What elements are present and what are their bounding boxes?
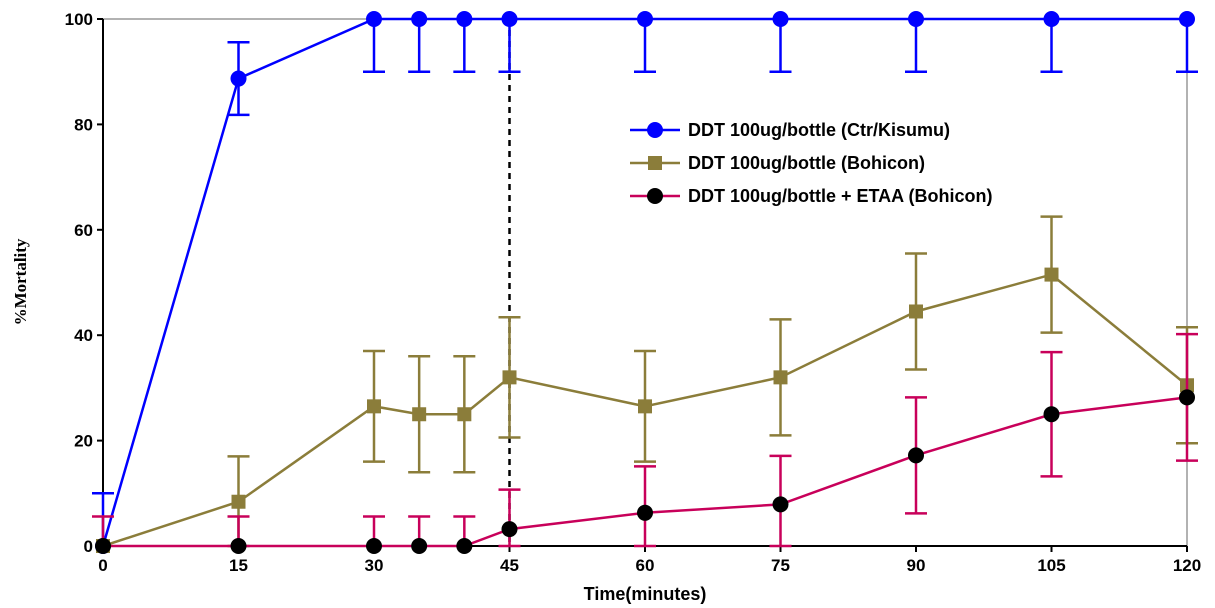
legend: DDT 100ug/bottle (Ctr/Kisumu) DDT 100ug/b… — [630, 120, 993, 206]
data-point-circle — [501, 11, 518, 27]
legend-item: DDT 100ug/bottle (Bohicon) — [630, 153, 925, 173]
y-axis-title: %Mortality — [11, 238, 30, 325]
data-point-circle — [637, 504, 653, 521]
y-tick-label: 80 — [74, 115, 93, 134]
data-point-square — [638, 399, 652, 414]
data-point-circle — [230, 538, 247, 554]
data-point-circle — [1179, 389, 1195, 406]
axes: 0 20 40 60 80 100 0 15 30 45 60 75 90 105 120 — [65, 10, 1202, 575]
x-tick-label: 0 — [98, 556, 107, 575]
data-point-square — [773, 370, 788, 385]
data-point-circle — [908, 447, 924, 464]
legend-marker — [647, 122, 663, 138]
data-point-circle — [1179, 11, 1195, 27]
legend-label: DDT 100ug/bottle (Ctr/Kisumu) — [688, 120, 950, 140]
x-axis-title: Time(minutes) — [584, 584, 707, 604]
data-point-circle — [230, 70, 247, 87]
series-2 — [96, 215, 1198, 553]
legend-marker — [647, 188, 663, 204]
data-point-circle — [95, 538, 111, 554]
data-point-circle — [1043, 406, 1060, 423]
y-tick-label: 20 — [74, 432, 93, 451]
series-layer — [92, 11, 1198, 554]
y-tick-label: 40 — [74, 326, 93, 345]
data-point-square — [909, 304, 923, 319]
x-tick-label: 30 — [365, 556, 384, 575]
x-tick-label: 90 — [907, 556, 926, 575]
legend-marker — [648, 156, 662, 170]
data-point-square — [457, 407, 472, 422]
data-point-circle — [411, 538, 428, 554]
data-point-circle — [908, 11, 924, 27]
x-tick-label: 120 — [1173, 556, 1201, 575]
data-point-circle — [366, 538, 382, 554]
series-1 — [92, 11, 1198, 554]
data-point-circle — [637, 11, 653, 27]
data-point-circle — [1043, 11, 1060, 27]
y-tick-label: 100 — [65, 10, 93, 29]
x-tick-label: 60 — [636, 556, 655, 575]
x-tick-label: 15 — [229, 556, 248, 575]
data-point-circle — [501, 521, 518, 538]
data-point-square — [502, 370, 517, 385]
legend-label: DDT 100ug/bottle + ETAA (Bohicon) — [688, 186, 993, 206]
y-tick-label: 60 — [74, 221, 93, 240]
data-point-circle — [772, 11, 789, 27]
y-tick-label: 0 — [84, 537, 93, 556]
x-tick-label: 45 — [500, 556, 519, 575]
legend-item: DDT 100ug/bottle + ETAA (Bohicon) — [630, 186, 993, 206]
x-tick-label: 75 — [771, 556, 790, 575]
series-3 — [92, 332, 1198, 554]
data-point-circle — [411, 11, 428, 27]
data-point-square — [367, 399, 381, 414]
data-point-circle — [772, 496, 789, 513]
legend-item: DDT 100ug/bottle (Ctr/Kisumu) — [630, 120, 950, 140]
data-point-circle — [366, 11, 382, 27]
data-point-square — [412, 407, 427, 422]
data-point-square — [231, 494, 246, 509]
legend-label: DDT 100ug/bottle (Bohicon) — [688, 153, 925, 173]
data-point-circle — [456, 538, 473, 554]
data-point-square — [1044, 267, 1059, 282]
x-tick-label: 105 — [1037, 556, 1065, 575]
data-point-circle — [456, 11, 473, 27]
